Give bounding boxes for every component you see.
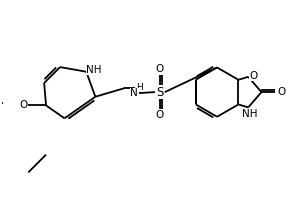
Text: O: O	[277, 87, 285, 97]
Text: N: N	[130, 88, 138, 98]
Text: H: H	[136, 83, 142, 92]
Text: O: O	[156, 64, 164, 74]
Text: O: O	[156, 110, 164, 120]
Text: NH: NH	[242, 109, 257, 119]
Text: O: O	[249, 71, 257, 81]
Text: NH: NH	[86, 65, 102, 75]
Text: O: O	[19, 100, 28, 110]
Text: S: S	[156, 86, 164, 99]
